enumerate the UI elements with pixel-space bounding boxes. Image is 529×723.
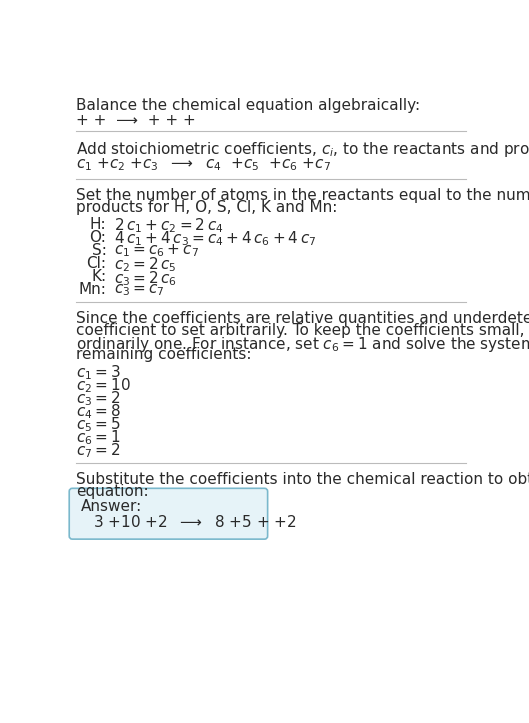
Text: $c_2 = 10$: $c_2 = 10$ <box>76 376 131 395</box>
Text: $c_1$ $+c_2$ $+c_3$  $\longrightarrow$  $c_4$  $+c_5$  $+c_6$ $+c_7$: $c_1$ $+c_2$ $+c_3$ $\longrightarrow$ $c… <box>76 156 331 173</box>
Text: $c_7 = 2$: $c_7 = 2$ <box>76 441 121 460</box>
Text: $2\,c_1 + c_2 = 2\,c_4$: $2\,c_1 + c_2 = 2\,c_4$ <box>114 216 224 235</box>
FancyBboxPatch shape <box>69 488 268 539</box>
Text: $c_2 = 2\,c_5$: $c_2 = 2\,c_5$ <box>114 256 177 275</box>
Text: $c_3 = 2$: $c_3 = 2$ <box>76 389 121 408</box>
Text: Add stoichiometric coefficients, $c_i$, to the reactants and products:: Add stoichiometric coefficients, $c_i$, … <box>76 140 529 159</box>
Text: Answer:: Answer: <box>81 499 142 514</box>
Text: O:: O: <box>89 230 106 244</box>
Text: Since the coefficients are relative quantities and underdetermined, choose a: Since the coefficients are relative quan… <box>76 311 529 326</box>
Text: Cl:: Cl: <box>86 256 106 271</box>
Text: Set the number of atoms in the reactants equal to the number of atoms in the: Set the number of atoms in the reactants… <box>76 189 529 203</box>
Text: H:: H: <box>90 216 106 231</box>
Text: $c_3 = 2\,c_6$: $c_3 = 2\,c_6$ <box>114 269 177 288</box>
Text: + +  ⟶  + + +: + + ⟶ + + + <box>76 113 196 127</box>
Text: products for H, O, S, Cl, K and Mn:: products for H, O, S, Cl, K and Mn: <box>76 200 338 215</box>
Text: remaining coefficients:: remaining coefficients: <box>76 346 252 362</box>
Text: $4\,c_1 + 4\,c_3 = c_4 + 4\,c_6 + 4\,c_7$: $4\,c_1 + 4\,c_3 = c_4 + 4\,c_6 + 4\,c_7… <box>114 230 316 248</box>
Text: $3$ $+10$ $+2$  $\longrightarrow$  $8$ $+5$ $+$ $+2$: $3$ $+10$ $+2$ $\longrightarrow$ $8$ $+5… <box>93 514 297 530</box>
Text: equation:: equation: <box>76 484 149 499</box>
Text: $c_1 = 3$: $c_1 = 3$ <box>76 363 121 382</box>
Text: $c_1 = c_6 + c_7$: $c_1 = c_6 + c_7$ <box>114 243 199 260</box>
Text: $c_5 = 5$: $c_5 = 5$ <box>76 415 121 434</box>
Text: Substitute the coefficients into the chemical reaction to obtain the balanced: Substitute the coefficients into the che… <box>76 472 529 487</box>
Text: Mn:: Mn: <box>78 282 106 297</box>
Text: Balance the chemical equation algebraically:: Balance the chemical equation algebraica… <box>76 98 421 113</box>
Text: coefficient to set arbitrarily. To keep the coefficients small, the arbitrary va: coefficient to set arbitrarily. To keep … <box>76 322 529 338</box>
Text: $c_3 = c_7$: $c_3 = c_7$ <box>114 282 165 298</box>
Text: S:: S: <box>92 243 106 257</box>
Text: ordinarily one. For instance, set $c_6 = 1$ and solve the system of equations fo: ordinarily one. For instance, set $c_6 =… <box>76 335 529 354</box>
Text: $c_6 = 1$: $c_6 = 1$ <box>76 428 121 447</box>
Text: $c_4 = 8$: $c_4 = 8$ <box>76 402 121 421</box>
Text: K:: K: <box>92 269 106 284</box>
